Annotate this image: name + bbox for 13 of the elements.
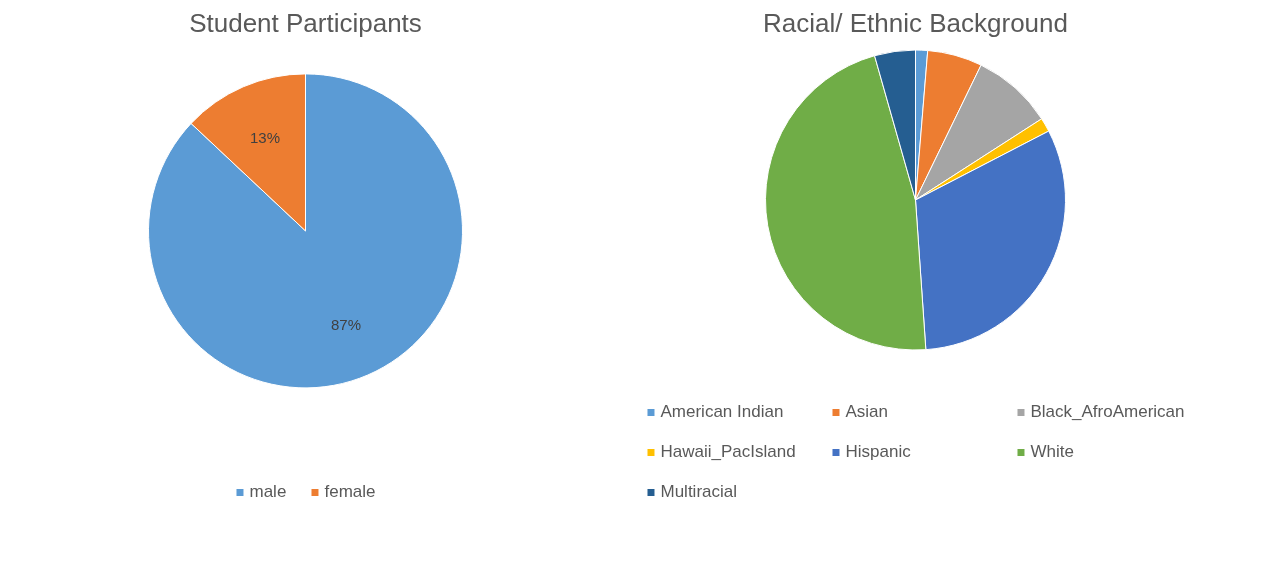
legend-label: American Indian	[660, 402, 785, 422]
legend-label: White	[1030, 442, 1075, 462]
legend-label: Asian	[845, 402, 889, 422]
data-label: 87%	[331, 316, 362, 334]
data-label: 13%	[249, 128, 280, 146]
legend-label: male	[249, 482, 288, 502]
legend-label: Hispanic	[845, 442, 912, 462]
legend-label: female	[324, 482, 376, 502]
legend-label: Black_AfroAmerican	[1030, 402, 1185, 422]
chart-title: Racial/ Ethnic Background	[763, 7, 1068, 38]
chart-title: Student Participants	[189, 7, 422, 38]
legend-label: Multiracial	[660, 482, 738, 502]
legend-label: Hawaii_PacIsland	[660, 442, 797, 462]
